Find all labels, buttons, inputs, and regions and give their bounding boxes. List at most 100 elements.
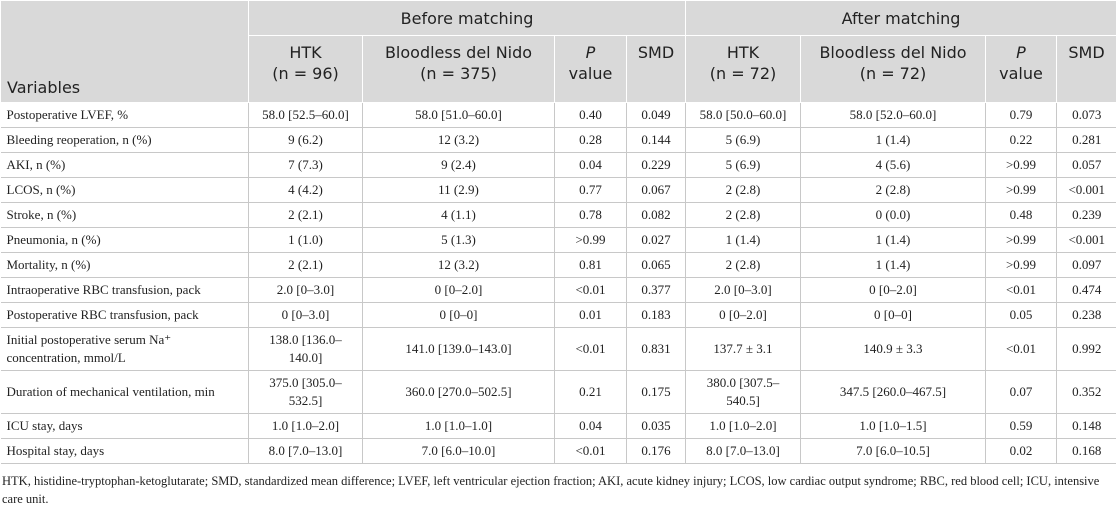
column-header: SMD (1055, 35, 1116, 103)
table-row: Postoperative LVEF, % 58.0 [52.5–60.0] 58.… (0, 102, 1116, 128)
column-header: SMD (626, 35, 686, 103)
cell: 0.168 (1055, 438, 1116, 464)
cell: 380.0 [307.5–540.5] (685, 370, 801, 414)
cell: >0.99 (985, 177, 1057, 203)
column-header: HTK (n = 96) (248, 35, 363, 103)
cell: 0.175 (626, 370, 686, 414)
cell: 0.05 (985, 302, 1057, 328)
cell: 0.035 (626, 413, 686, 439)
cell: 0.082 (626, 202, 686, 228)
cell: 5 (1.3) (362, 227, 555, 253)
row-label: Initial postoperative serum Na⁺ concentr… (0, 327, 249, 371)
cell: 0.02 (985, 438, 1057, 464)
row-label: ICU stay, days (0, 413, 249, 439)
row-label: Hospital stay, days (0, 438, 249, 464)
cell: <0.01 (554, 327, 627, 371)
cell: 0 (0.0) (800, 202, 986, 228)
column-label: P (1016, 43, 1026, 62)
cell: 5 (6.9) (685, 152, 801, 178)
cell: 0.81 (554, 252, 627, 278)
cell: 0.057 (1055, 152, 1116, 178)
table-row: Mortality, n (%) 2 (2.1) 12 (3.2) 0.81 0.065… (0, 252, 1116, 278)
table-row: LCOS, n (%) 4 (4.2) 11 (2.9) 0.77 0.067 2 (2.… (0, 177, 1116, 203)
cell: 0.01 (554, 302, 627, 328)
cell: 1 (1.0) (248, 227, 363, 253)
row-label: Intraoperative RBC transfusion, pack (0, 277, 249, 303)
column-sublabel: (n = 96) (272, 64, 339, 83)
table-row: Hospital stay, days 8.0 [7.0–13.0] 7.0 [6.… (0, 438, 1116, 464)
cell: 0.144 (626, 127, 686, 153)
cell: 1.0 [1.0–1.5] (800, 413, 986, 439)
cell: 0.027 (626, 227, 686, 253)
column-label: Bloodless del Nido (819, 43, 967, 62)
cell: >0.99 (554, 227, 627, 253)
cell: 11 (2.9) (362, 177, 555, 203)
cell: 7.0 [6.0–10.0] (362, 438, 555, 464)
cell: 0.48 (985, 202, 1057, 228)
cell: 4 (5.6) (800, 152, 986, 178)
table-row: Postoperative RBC transfusion, pack 0 [0–… (0, 302, 1116, 328)
cell: 9 (2.4) (362, 152, 555, 178)
cell: 0.183 (626, 302, 686, 328)
cell: 137.7 ± 3.1 (685, 327, 801, 371)
cell: 0.148 (1055, 413, 1116, 439)
cell: 0.79 (985, 102, 1057, 128)
column-header: Bloodless del Nido (n = 72) (800, 35, 986, 103)
cell: 7.0 [6.0–10.5] (800, 438, 986, 464)
cell: 0.77 (554, 177, 627, 203)
cell: 0.07 (985, 370, 1057, 414)
cell: 0.59 (985, 413, 1057, 439)
cell: <0.001 (1055, 177, 1116, 203)
cell: 1 (1.4) (800, 227, 986, 253)
cell: 0.04 (554, 152, 627, 178)
cell: 7 (7.3) (248, 152, 363, 178)
group-header: After matching (684, 0, 1116, 36)
cell: 138.0 [136.0–140.0] (248, 327, 363, 371)
cell: >0.99 (985, 252, 1057, 278)
cell: 2.0 [0–3.0] (248, 277, 363, 303)
column-sublabel: value (999, 64, 1043, 83)
cell: 0.21 (554, 370, 627, 414)
cell: 0 [0–2.0] (800, 277, 986, 303)
row-label: Bleeding reoperation, n (%) (0, 127, 249, 153)
cell: 1 (1.4) (800, 252, 986, 278)
cell: 1 (1.4) (685, 227, 801, 253)
cell: 0.40 (554, 102, 627, 128)
cell: 0.067 (626, 177, 686, 203)
column-sublabel: (n = 72) (859, 64, 927, 83)
cell: 0.073 (1055, 102, 1116, 128)
row-label: Duration of mechanical ventilation, min (0, 370, 249, 414)
cell: 0.28 (554, 127, 627, 153)
cell: 0.992 (1055, 327, 1116, 371)
cell: 0 [0–2.0] (362, 277, 555, 303)
cell: 0 [0–0] (800, 302, 986, 328)
cell: 0.176 (626, 438, 686, 464)
column-label: SMD (637, 43, 675, 62)
cell: <0.01 (985, 277, 1057, 303)
cell: 360.0 [270.0–502.5] (362, 370, 555, 414)
cell: 0.04 (554, 413, 627, 439)
cell: 0.352 (1055, 370, 1116, 414)
cell: 1 (1.4) (800, 127, 986, 153)
column-sublabel: (n = 375) (420, 64, 497, 83)
cell: 0.049 (626, 102, 686, 128)
group-header: Before matching (248, 0, 686, 36)
cell: 1.0 [1.0–2.0] (248, 413, 363, 439)
cell: 58.0 [50.0–60.0] (685, 102, 801, 128)
row-label: Postoperative LVEF, % (0, 102, 249, 128)
cell: 0.831 (626, 327, 686, 371)
cell: 2 (2.8) (685, 177, 801, 203)
cell: <0.01 (985, 327, 1057, 371)
cell: 0.78 (554, 202, 627, 228)
cell: 0.065 (626, 252, 686, 278)
cell: >0.99 (985, 227, 1057, 253)
cell: 58.0 [52.5–60.0] (248, 102, 363, 128)
cell: 8.0 [7.0–13.0] (248, 438, 363, 464)
cell: 12 (3.2) (362, 252, 555, 278)
cell: 347.5 [260.0–467.5] (800, 370, 986, 414)
cell: 1.0 [1.0–1.0] (362, 413, 555, 439)
row-label: Mortality, n (%) (0, 252, 249, 278)
cell: 0.239 (1055, 202, 1116, 228)
cell: 58.0 [52.0–60.0] (800, 102, 986, 128)
